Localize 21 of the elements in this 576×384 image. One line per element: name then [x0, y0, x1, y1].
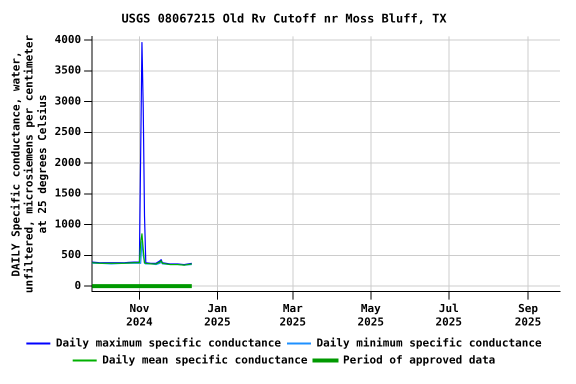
- legend-label: Period of approved data: [342, 353, 496, 366]
- legend-label: Daily maximum specific conductance: [56, 336, 282, 350]
- x-tick-label: Mar 2025: [280, 302, 306, 328]
- y-tick-label: 1500: [54, 186, 82, 200]
- y-tick-label: 0: [74, 278, 82, 292]
- chart-title: USGS 08067215 Old Rv Cutoff nr Moss Bluff, TX: [121, 11, 448, 26]
- x-tick-label: Jan 2025: [204, 302, 231, 328]
- x-tick-label: Sep 2025: [514, 302, 542, 328]
- y-axis-title: DAILY Specific conductance, water, unfiltered, microsiemens per centimeter at 25 degrees Celsius: [9, 34, 49, 294]
- legend-label: Daily mean specific conductance: [102, 353, 308, 366]
- y-tick-label: 2500: [54, 125, 82, 138]
- legend-label: Daily minimum specific conductance: [316, 336, 542, 350]
- y-tick-label: 4000: [54, 32, 82, 46]
- y-tick-label: 3000: [54, 94, 82, 108]
- x-tick-label: Nov 2024: [126, 302, 154, 328]
- x-tick-label: May 2025: [358, 302, 384, 328]
- y-tick-label: 500: [61, 248, 82, 262]
- x-tick-label: Jul 2025: [436, 302, 462, 328]
- y-tick-label: 2000: [54, 156, 82, 169]
- y-tick-label: 3500: [54, 64, 82, 77]
- y-tick-label: 1000: [54, 217, 82, 230]
